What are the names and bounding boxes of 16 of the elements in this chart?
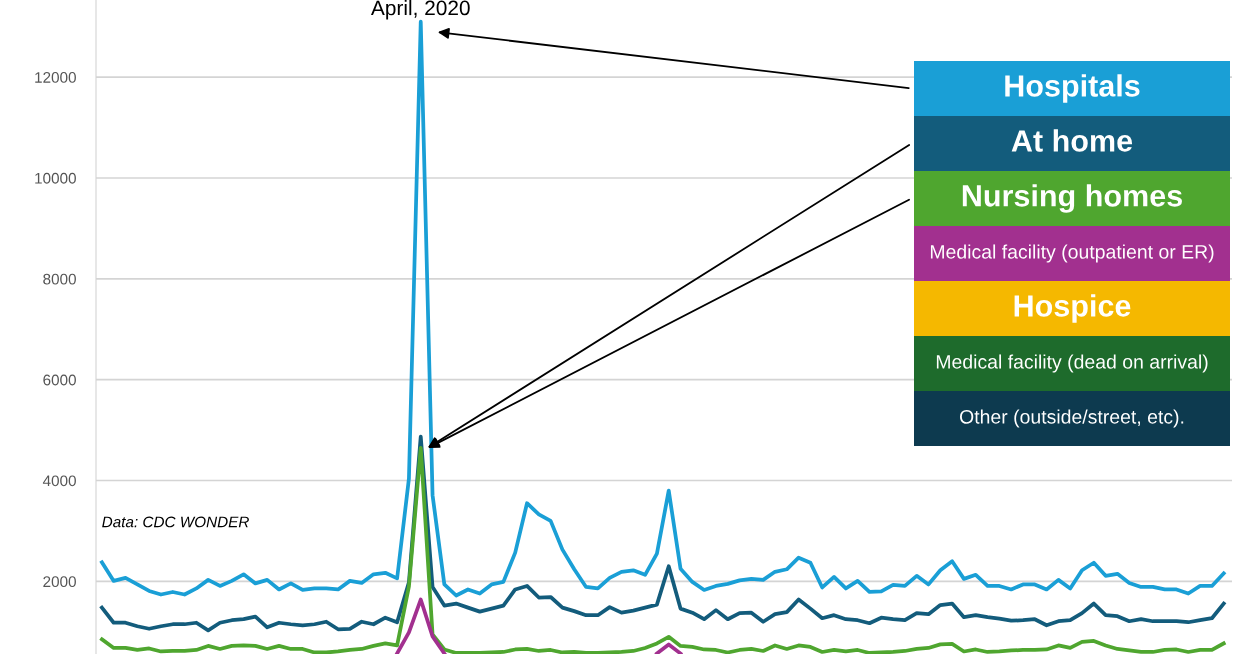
- annotation: Hospice: [1014, 294, 1131, 323]
- y-tick-label: 6000: [43, 374, 76, 386]
- text: Hospitals: [1005, 74, 1140, 103]
- y-tick-label: 10000: [35, 172, 76, 184]
- line-series: [100, 19, 1226, 598]
- annotation: April, 2020: [370, 0, 470, 20]
- text: Medical facility (outpatient or ER): [930, 244, 1214, 263]
- text: Nursing homes: [962, 184, 1182, 213]
- annotation: Medical facility (dead on arrival): [936, 354, 1208, 373]
- text: At home: [1011, 129, 1133, 152]
- y-tick-label: 2000: [43, 576, 76, 588]
- annotation: Data: CDC WONDER: [102, 516, 249, 528]
- y-tick-label: 4000: [42, 475, 76, 487]
- annotation: Other (outside/street, etc).: [960, 409, 1184, 428]
- y-tick-label: 12000: [35, 72, 76, 83]
- y-tick-label: 8000: [43, 273, 76, 285]
